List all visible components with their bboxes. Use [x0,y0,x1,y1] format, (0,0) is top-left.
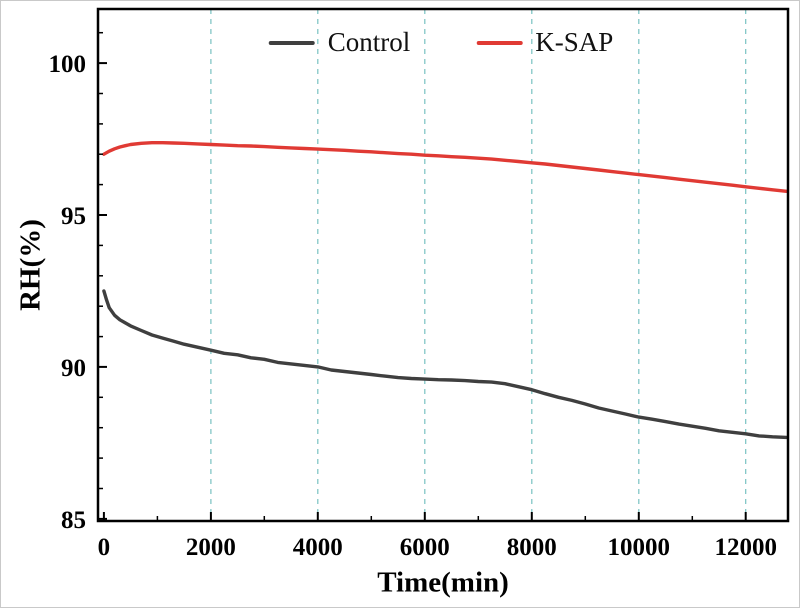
x-tick-label: 4000 [293,534,343,561]
series-line-k-sap [102,140,789,194]
plot-frame [96,7,790,523]
x-tick-label: 10000 [608,534,671,561]
legend-swatch-ksap [476,40,523,45]
legend: Control K-SAP [268,27,613,58]
legend-entry-ksap: K-SAP [476,27,613,58]
legend-swatch-control [268,40,315,45]
legend-entry-control: Control [268,27,411,58]
series-line-control [102,289,789,440]
x-tick-label: 6000 [400,534,450,561]
y-axis-title: RH(%) [14,219,47,311]
x-tick-label: 12000 [714,534,777,561]
legend-label-control: Control [327,27,411,57]
y-tick-label: 85 [61,507,86,534]
legend-label-ksap: K-SAP [535,27,614,57]
x-axis-title: Time(min) [377,566,509,599]
y-tick-label: 90 [61,355,86,382]
x-tick-label: 8000 [507,534,557,561]
y-tick-label: 95 [61,203,86,230]
x-tick-label: 2000 [186,534,236,561]
y-tick-label: 100 [49,51,87,78]
x-tick-label: 0 [98,534,111,561]
